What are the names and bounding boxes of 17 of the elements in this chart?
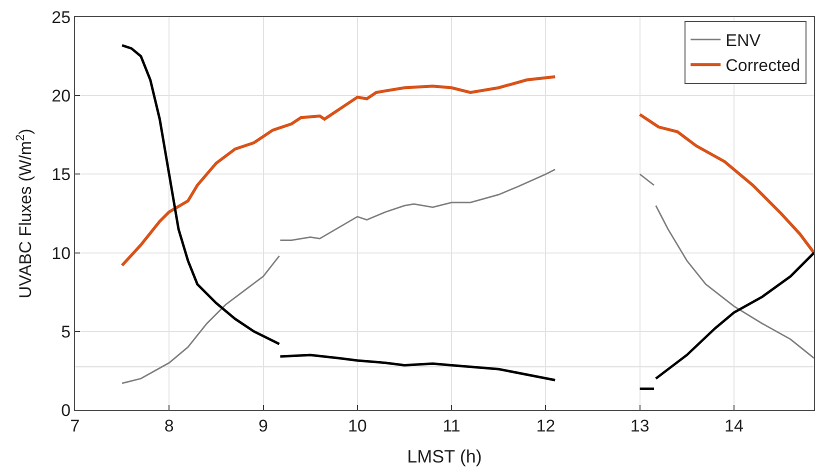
x-tick-label: 11 <box>442 416 460 436</box>
x-tick-label: 13 <box>630 416 650 436</box>
y-tick-label: 20 <box>52 86 71 106</box>
legend-label: ENV <box>726 31 762 50</box>
legend-label: Corrected <box>726 56 800 76</box>
x-tick-label: 10 <box>348 416 367 436</box>
y-tick-label: 15 <box>52 165 71 184</box>
x-tick-label: 12 <box>536 416 556 436</box>
x-tick-label: 8 <box>164 416 174 436</box>
y-tick-label: 0 <box>61 400 71 420</box>
x-tick-label: 14 <box>724 416 744 436</box>
x-tick-label: 9 <box>258 416 268 436</box>
y-tick-label: 10 <box>52 244 71 263</box>
x-axis-title: LMST (h) <box>407 446 482 466</box>
y-tick-label: 5 <box>61 322 71 342</box>
y-tick-label: 25 <box>52 8 71 27</box>
x-tick-label: 7 <box>70 416 80 436</box>
